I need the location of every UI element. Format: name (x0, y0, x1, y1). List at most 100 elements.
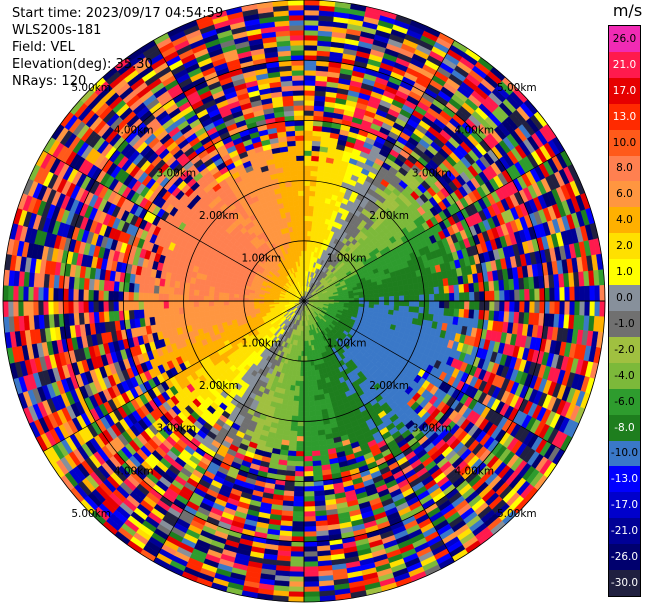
velocity-bin (433, 286, 440, 295)
velocity-bin (303, 486, 315, 492)
velocity-bin (288, 440, 297, 447)
velocity-bin (313, 394, 320, 402)
velocity-bin (454, 292, 460, 302)
velocity-bin (303, 476, 314, 482)
velocity-bin (534, 300, 541, 314)
velocity-bin (303, 39, 318, 46)
velocity-bin (292, 516, 305, 522)
velocity-bin (504, 300, 510, 313)
velocity-bin (303, 380, 309, 387)
velocity-bin (309, 410, 317, 417)
velocity-bin (296, 441, 305, 447)
velocity-bin (312, 130, 323, 137)
velocity-bin (291, 415, 299, 422)
velocity-bin (469, 300, 475, 311)
velocity-bin (303, 135, 313, 141)
velocity-bin (449, 300, 455, 310)
velocity-bin (383, 291, 390, 298)
velocity-bin (413, 306, 420, 314)
velocity-bin (286, 455, 297, 462)
velocity-bin (303, 441, 312, 447)
velocity-bin (291, 531, 305, 538)
velocity-bin (418, 300, 425, 308)
velocity-bin (289, 571, 305, 578)
velocity-bin (303, 370, 309, 377)
velocity-bin (288, 445, 297, 452)
velocity-bin (311, 375, 317, 382)
velocity-bin (303, 120, 314, 126)
velocity-bin (303, 29, 319, 36)
velocity-bin (289, 435, 298, 442)
velocity-bin (383, 296, 390, 302)
velocity-bin (529, 288, 536, 302)
velocity-bin (373, 292, 380, 298)
velocity-bin (307, 215, 314, 222)
velocity-bin (458, 283, 465, 294)
velocity-bin (303, 395, 310, 402)
velocity-bin (295, 456, 305, 462)
velocity-bin (589, 285, 596, 302)
velocity-bin (311, 440, 320, 447)
velocity-bin (303, 591, 320, 598)
velocity-bin (438, 307, 445, 316)
velocity-bin (303, 436, 312, 442)
velocity-bin (303, 175, 311, 182)
velocity-bin (303, 471, 314, 477)
velocity-bin (509, 300, 515, 313)
velocity-bin (303, 165, 312, 171)
velocity-bin (290, 556, 305, 563)
velocity-bin (444, 293, 450, 302)
velocity-bin (448, 285, 455, 294)
velocity-bin (463, 283, 470, 293)
velocity-bin (494, 300, 500, 312)
velocity-bin (303, 420, 311, 427)
velocity-bin (524, 300, 531, 314)
velocity-bin (388, 300, 395, 306)
velocity-bin (287, 450, 297, 457)
velocity-bin (393, 290, 400, 297)
velocity-bin (383, 304, 390, 311)
velocity-bin (285, 409, 293, 417)
velocity-bin (303, 235, 308, 242)
velocity-bins (2, 0, 606, 603)
velocity-bin (308, 395, 315, 402)
velocity-bin (303, 390, 310, 397)
velocity-bin (291, 526, 305, 533)
velocity-bin (309, 400, 316, 407)
velocity-bin (564, 286, 571, 302)
velocity-bin (579, 300, 586, 316)
velocity-bin (303, 456, 313, 462)
velocity-bin (303, 466, 314, 472)
velocity-bin (509, 289, 515, 302)
velocity-bin (574, 300, 581, 316)
velocity-bin (358, 297, 365, 302)
velocity-bin (313, 389, 320, 397)
velocity-bin (295, 446, 305, 452)
velocity-bin (309, 405, 316, 412)
velocity-bin (291, 410, 299, 417)
velocity-bin (378, 300, 385, 306)
velocity-bin (303, 405, 311, 412)
velocity-bin (303, 9, 320, 16)
velocity-bin (443, 308, 450, 317)
velocity-bin (444, 300, 450, 309)
velocity-bin (428, 307, 435, 315)
velocity-bin (309, 195, 316, 202)
velocity-bin (293, 395, 300, 402)
velocity-bin (303, 501, 316, 507)
velocity-bin (564, 300, 571, 316)
velocity-bin (368, 293, 375, 298)
velocity-bin (348, 295, 355, 299)
velocity-bin (579, 286, 586, 302)
velocity-bin (287, 596, 305, 603)
velocity-bin (303, 19, 319, 26)
velocity-bin (303, 365, 308, 372)
velocity-bin (514, 289, 520, 302)
velocity-bin (449, 292, 455, 302)
velocity-bin (388, 305, 395, 311)
velocity-bin (413, 300, 420, 308)
velocity-bin (308, 385, 314, 392)
velocity-bin (311, 455, 322, 462)
velocity-bin (312, 380, 318, 387)
velocity-bin (373, 296, 380, 302)
